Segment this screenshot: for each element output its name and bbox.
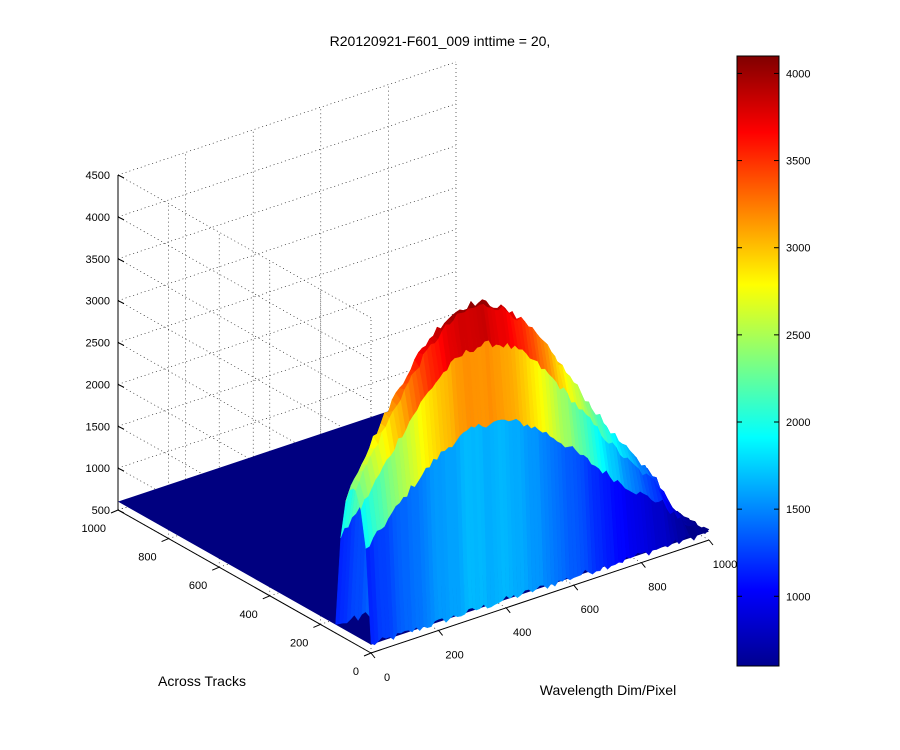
- z-tick-mark: [117, 383, 125, 388]
- grid-line: [117, 300, 372, 444]
- z-tick-label: 1500: [86, 421, 110, 433]
- grid-line: [117, 271, 457, 385]
- z-tick-mark: [117, 425, 125, 430]
- colorbar-tick-label: 1500: [786, 504, 810, 516]
- chart-title: R20120921-F601_009 inttime = 20,: [330, 33, 551, 49]
- y-axis-line: [117, 509, 372, 654]
- x-tick-mark: [641, 562, 646, 568]
- z-tick-mark: [117, 174, 125, 179]
- z-tick-label: 4000: [86, 212, 110, 224]
- y-tick-label: 800: [138, 552, 156, 564]
- z-tick-labels: 500 1000 1500 2000 2500 3000 3500 4000 4500: [86, 170, 125, 517]
- y-tick-mark: [262, 595, 270, 600]
- grid-line: [117, 61, 457, 176]
- colorbar-tick-label: 3500: [786, 156, 810, 168]
- z-tick-mark: [117, 509, 125, 514]
- x-tick-mark: [573, 584, 579, 591]
- z-tick-mark: [117, 258, 125, 263]
- grid-line: [117, 312, 457, 427]
- x-axis-line: [370, 539, 710, 654]
- colorbar-fill: [736, 55, 780, 667]
- grid-line: [117, 354, 457, 469]
- colorbar-tick-label: 2000: [786, 417, 810, 429]
- colorbar-tick-label: 3000: [786, 243, 810, 255]
- z-tick-label: 4500: [86, 170, 110, 182]
- grid-line: [117, 174, 372, 319]
- z-tick-mark: [117, 300, 125, 305]
- y-tick-label: 400: [239, 609, 257, 621]
- colorbar-tick-label: 2500: [786, 330, 810, 342]
- x-tick-label: 800: [648, 582, 666, 594]
- grid-line: [117, 103, 457, 218]
- z-tick-mark: [117, 216, 125, 221]
- z-tick-label: 1000: [86, 463, 110, 475]
- z-tick-label: 500: [92, 505, 110, 517]
- y-tick-mark: [363, 652, 372, 657]
- z-tick-mark: [117, 467, 125, 472]
- y-tick-label: 1000: [82, 523, 106, 535]
- x-tick-label: 0: [384, 672, 390, 684]
- surface: [335, 299, 710, 646]
- x-tick-label: 600: [581, 604, 599, 616]
- y-tick-mark: [212, 566, 220, 571]
- y-tick-label: 0: [353, 666, 359, 678]
- surface-facet: [699, 526, 710, 534]
- grid-line: [117, 145, 457, 260]
- z-tick-mark: [117, 342, 125, 346]
- colorbar-tick-label: 4000: [786, 68, 810, 80]
- x-tick-label: 1000: [713, 559, 737, 571]
- z-tick-label: 3000: [86, 296, 110, 308]
- y-tick-mark: [110, 509, 119, 514]
- z-tick-label: 3500: [86, 254, 110, 266]
- grid-line: [117, 187, 457, 301]
- colorbar-tick-label: 1000: [786, 591, 810, 603]
- x-tick-label: 400: [513, 627, 531, 639]
- x-tick-mark: [370, 652, 376, 659]
- x-tick-labels: 0 200 400 600 800 1000: [370, 539, 737, 684]
- y-tick-label: 200: [290, 637, 308, 649]
- x-tick-mark: [438, 630, 443, 636]
- x-tick-mark: [708, 539, 714, 546]
- grid-line: [117, 229, 457, 343]
- z-tick-label: 2000: [86, 379, 110, 391]
- y-axis-label: Across Tracks: [158, 673, 246, 689]
- grid-line: [117, 258, 372, 403]
- x-tick-label: 200: [445, 649, 463, 661]
- x-tick-mark: [505, 607, 511, 614]
- y-tick-label: 600: [189, 580, 207, 592]
- x-axis-label: Wavelength Dim/Pixel: [540, 682, 676, 698]
- y-tick-mark: [161, 538, 169, 543]
- colorbar: 1000 1500 2000 2500 3000 3500 4000: [736, 55, 810, 667]
- z-tick-label: 2500: [86, 338, 110, 350]
- grid-line: [117, 216, 372, 361]
- y-tick-mark: [313, 623, 321, 628]
- y-tick-labels: 0 200 400 600 800 1000: [82, 509, 372, 678]
- colorbar-ticks: 1000 1500 2000 2500 3000 3500 4000: [737, 68, 810, 603]
